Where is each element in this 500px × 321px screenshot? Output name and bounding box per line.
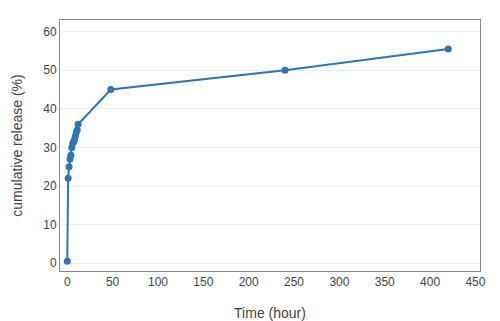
svg-text:50: 50 [43, 63, 57, 77]
svg-text:0: 0 [64, 275, 71, 289]
svg-text:150: 150 [193, 275, 213, 289]
svg-text:40: 40 [43, 102, 57, 116]
svg-text:cumulative release (%): cumulative release (%) [9, 74, 25, 216]
svg-text:60: 60 [43, 25, 57, 39]
svg-text:250: 250 [284, 275, 304, 289]
svg-text:30: 30 [43, 141, 57, 155]
svg-text:200: 200 [239, 275, 259, 289]
svg-text:20: 20 [43, 179, 57, 193]
svg-text:300: 300 [329, 275, 349, 289]
svg-text:0: 0 [50, 256, 57, 270]
svg-text:400: 400 [420, 275, 440, 289]
svg-text:10: 10 [43, 218, 57, 232]
svg-text:Time (hour): Time (hour) [234, 305, 306, 321]
svg-text:50: 50 [106, 275, 120, 289]
svg-text:450: 450 [465, 275, 485, 289]
svg-text:350: 350 [375, 275, 395, 289]
svg-text:100: 100 [148, 275, 168, 289]
